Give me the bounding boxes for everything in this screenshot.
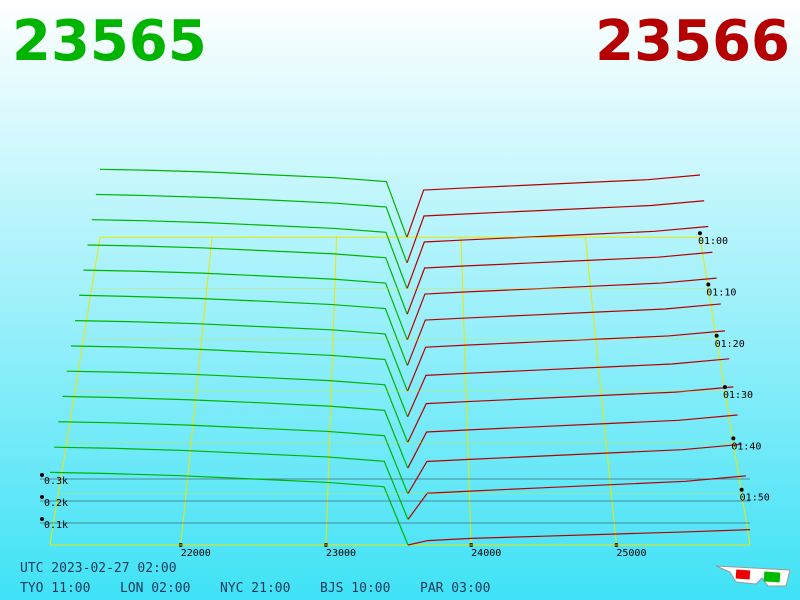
z-tick — [722, 385, 727, 390]
depth-line — [66, 370, 409, 443]
z-tick — [739, 487, 744, 492]
x-tick-label: 22000 — [181, 548, 211, 559]
z-tick-label: 01:50 — [740, 493, 770, 504]
depth-line — [407, 443, 742, 495]
z-tick — [714, 333, 719, 338]
depth-line — [406, 200, 705, 264]
depth-line — [406, 174, 701, 238]
z-tick — [697, 231, 702, 236]
depth-line — [62, 395, 409, 469]
depth-line — [406, 277, 717, 341]
ask-price: 23566 — [595, 9, 790, 74]
utc-time: UTC 2023-02-27 02:00 — [20, 561, 177, 576]
z-tick-label: 01:40 — [731, 441, 761, 452]
depth-line — [407, 386, 734, 443]
depth-line — [54, 446, 409, 520]
y-tick-label: 0.2k — [44, 498, 68, 509]
clock: BJS 10:00 — [320, 581, 390, 596]
clock: NYC 21:00 — [220, 581, 290, 596]
depth-line — [49, 471, 409, 546]
bid-price: 23565 — [12, 9, 207, 74]
depth-line — [408, 529, 751, 546]
depth-line — [407, 358, 730, 417]
clock: PAR 03:00 — [420, 581, 490, 596]
z-tick-label: 01:00 — [698, 236, 728, 247]
z-tick-label: 01:20 — [715, 339, 745, 350]
depth-line — [406, 303, 721, 366]
depth-line — [407, 414, 738, 469]
clock: TYO 11:00 — [20, 581, 90, 596]
z-tick-label: 01:30 — [723, 390, 753, 401]
depth-line — [83, 269, 408, 341]
depth-line — [407, 475, 746, 520]
depth-line — [406, 251, 713, 315]
clock: LON 02:00 — [120, 581, 190, 596]
z-tick-label: 01:10 — [706, 288, 736, 299]
depth-line — [87, 244, 408, 315]
depth-line — [95, 193, 408, 264]
y-tick — [40, 517, 44, 521]
x-tick-label: 23000 — [326, 548, 356, 559]
y-tick-label: 0.3k — [44, 476, 68, 487]
depth-line — [100, 168, 408, 238]
y-tick — [40, 473, 44, 477]
depth-line — [406, 330, 726, 392]
depth-line — [91, 219, 408, 289]
depth-line — [75, 320, 408, 392]
glasses-icon — [715, 565, 791, 587]
z-tick — [706, 282, 711, 287]
z-tick — [731, 436, 736, 441]
x-tick-label: 25000 — [616, 548, 646, 559]
y-tick-label: 0.1k — [44, 520, 68, 531]
x-tick-label: 24000 — [471, 548, 501, 559]
depth-line — [58, 421, 409, 494]
y-tick — [40, 495, 44, 499]
depth-line — [79, 294, 408, 366]
depth-line — [70, 345, 409, 417]
